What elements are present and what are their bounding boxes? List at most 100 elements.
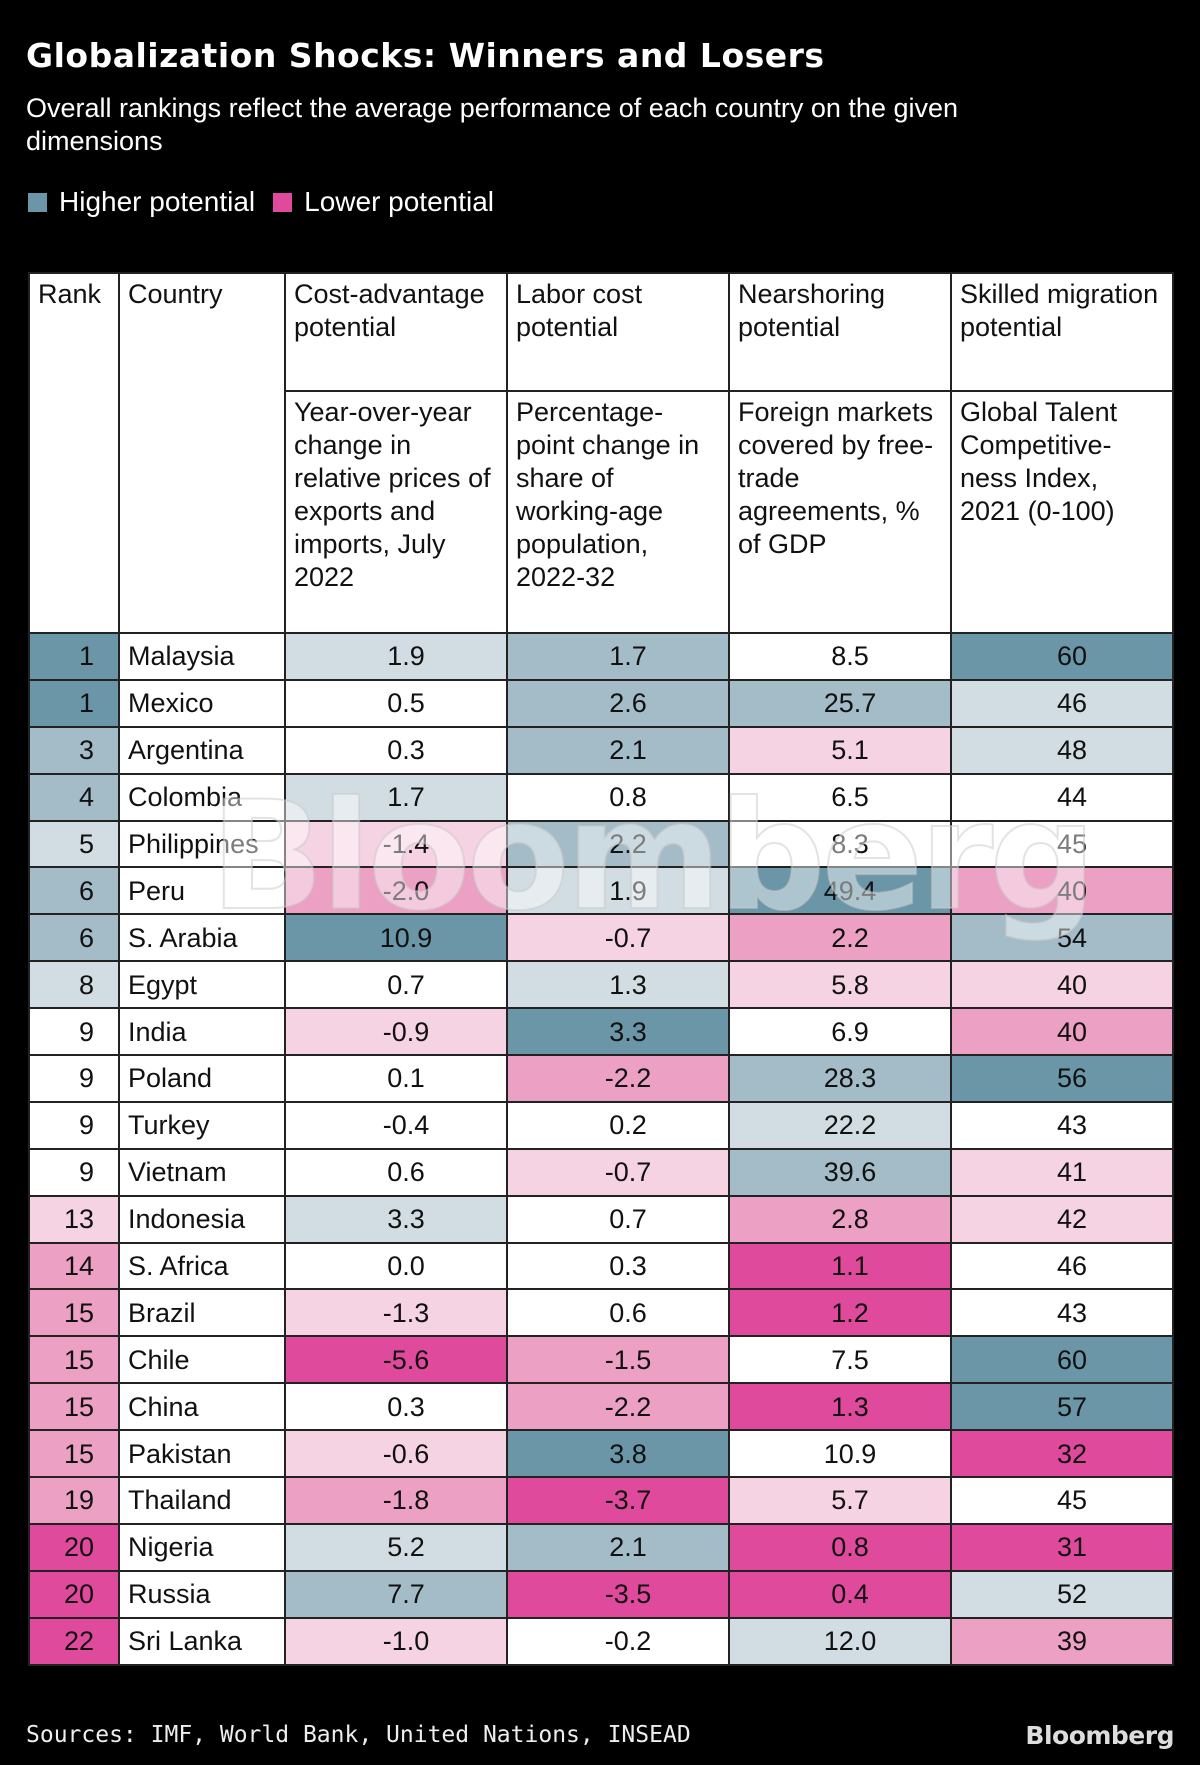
skilled-cell: 46 bbox=[950, 1241, 1174, 1291]
cost-cell: 7.7 bbox=[284, 1569, 508, 1619]
table-row: 15 China 0.3 -2.2 1.3 57 bbox=[28, 1382, 1174, 1432]
nearshoring-cell: 1.2 bbox=[728, 1288, 952, 1338]
legend: Higher potential Lower potential bbox=[28, 186, 512, 218]
country-cell: Sri Lanka bbox=[118, 1616, 286, 1666]
rank-cell: 9 bbox=[28, 1147, 120, 1197]
table-row: 20 Nigeria 5.2 2.1 0.8 31 bbox=[28, 1522, 1174, 1572]
table-row: 1 Mexico 0.5 2.6 25.7 46 bbox=[28, 678, 1174, 728]
table-row: 1 Malaysia 1.9 1.7 8.5 60 bbox=[28, 632, 1174, 681]
rank-cell: 20 bbox=[28, 1569, 120, 1619]
labor-cell: 1.7 bbox=[506, 632, 730, 681]
table-row: 19 Thailand -1.8 -3.7 5.7 45 bbox=[28, 1476, 1174, 1525]
labor-cell: -3.7 bbox=[506, 1476, 730, 1525]
nearshoring-cell: 6.9 bbox=[728, 1007, 952, 1057]
nearshoring-cell: 12.0 bbox=[728, 1616, 952, 1666]
country-cell: Pakistan bbox=[118, 1429, 286, 1479]
country-cell: Turkey bbox=[118, 1100, 286, 1150]
sources-note: Sources: IMF, World Bank, United Nations… bbox=[26, 1722, 691, 1748]
country-cell: Peru bbox=[118, 866, 286, 916]
nearshoring-cell: 5.8 bbox=[728, 960, 952, 1010]
skilled-cell: 54 bbox=[950, 913, 1174, 963]
bloomberg-logo: Bloomberg bbox=[1025, 1721, 1174, 1750]
table-row: 15 Brazil -1.3 0.6 1.2 43 bbox=[28, 1288, 1174, 1338]
skilled-cell: 46 bbox=[950, 678, 1174, 728]
nearshoring-cell: 6.5 bbox=[728, 772, 952, 822]
rank-cell: 15 bbox=[28, 1335, 120, 1385]
country-cell: Thailand bbox=[118, 1476, 286, 1525]
cost-cell: -1.3 bbox=[284, 1288, 508, 1338]
cost-cell: 0.3 bbox=[284, 725, 508, 775]
rank-cell: 8 bbox=[28, 960, 120, 1010]
labor-cell: 0.8 bbox=[506, 772, 730, 822]
labor-cell: -0.7 bbox=[506, 1147, 730, 1197]
labor-cell: 0.3 bbox=[506, 1241, 730, 1291]
country-cell: China bbox=[118, 1382, 286, 1432]
cost-cell: 1.9 bbox=[284, 632, 508, 681]
skilled-cell: 44 bbox=[950, 772, 1174, 822]
cost-cell: 10.9 bbox=[284, 913, 508, 963]
nearshoring-cell: 49.4 bbox=[728, 866, 952, 916]
nearshoring-cell: 22.2 bbox=[728, 1100, 952, 1150]
skilled-cell: 43 bbox=[950, 1100, 1174, 1150]
rank-cell: 9 bbox=[28, 1100, 120, 1150]
table-row: 5 Philippines -1.4 2.2 8.3 45 bbox=[28, 819, 1174, 869]
skilled-cell: 57 bbox=[950, 1382, 1174, 1432]
rank-cell: 3 bbox=[28, 725, 120, 775]
header-labor: Labor cost potential bbox=[506, 272, 730, 392]
labor-cell: 3.8 bbox=[506, 1429, 730, 1479]
table-row: 15 Chile -5.6 -1.5 7.5 60 bbox=[28, 1335, 1174, 1385]
labor-cell: 0.2 bbox=[506, 1100, 730, 1150]
skilled-cell: 40 bbox=[950, 1007, 1174, 1057]
skilled-cell: 60 bbox=[950, 632, 1174, 681]
chart-subtitle: Overall rankings reflect the average per… bbox=[26, 93, 959, 156]
rank-cell: 13 bbox=[28, 1194, 120, 1244]
cost-cell: -1.4 bbox=[284, 819, 508, 869]
country-cell: S. Arabia bbox=[118, 913, 286, 963]
country-cell: Mexico bbox=[118, 678, 286, 728]
country-cell: Indonesia bbox=[118, 1194, 286, 1244]
country-cell: Malaysia bbox=[118, 632, 286, 681]
subheader-nearshoring: Foreign markets covered by free-trade ag… bbox=[728, 390, 952, 634]
labor-cell: 2.6 bbox=[506, 678, 730, 728]
labor-cell: 0.7 bbox=[506, 1194, 730, 1244]
subheader-skilled: Global Talent Competitive-ness Index, 20… bbox=[950, 390, 1174, 634]
country-cell: Russia bbox=[118, 1569, 286, 1619]
rank-cell: 1 bbox=[28, 632, 120, 681]
skilled-cell: 56 bbox=[950, 1054, 1174, 1103]
nearshoring-cell: 28.3 bbox=[728, 1054, 952, 1103]
rank-cell: 15 bbox=[28, 1288, 120, 1338]
rank-cell: 20 bbox=[28, 1522, 120, 1572]
table-row: 3 Argentina 0.3 2.1 5.1 48 bbox=[28, 725, 1174, 775]
nearshoring-cell: 8.5 bbox=[728, 632, 952, 681]
table-row: 8 Egypt 0.7 1.3 5.8 40 bbox=[28, 960, 1174, 1010]
table-row: 9 India -0.9 3.3 6.9 40 bbox=[28, 1007, 1174, 1057]
cost-cell: -2.0 bbox=[284, 866, 508, 916]
nearshoring-cell: 1.1 bbox=[728, 1241, 952, 1291]
cost-cell: 3.3 bbox=[284, 1194, 508, 1244]
table-row: 6 Peru -2.0 1.9 49.4 40 bbox=[28, 866, 1174, 916]
skilled-cell: 40 bbox=[950, 960, 1174, 1010]
nearshoring-cell: 0.8 bbox=[728, 1522, 952, 1572]
skilled-cell: 41 bbox=[950, 1147, 1174, 1197]
cost-cell: 0.7 bbox=[284, 960, 508, 1010]
header-country: Country bbox=[118, 272, 286, 634]
labor-cell: -0.7 bbox=[506, 913, 730, 963]
skilled-cell: 42 bbox=[950, 1194, 1174, 1244]
country-cell: Colombia bbox=[118, 772, 286, 822]
skilled-cell: 39 bbox=[950, 1616, 1174, 1666]
country-cell: Nigeria bbox=[118, 1522, 286, 1572]
nearshoring-cell: 2.8 bbox=[728, 1194, 952, 1244]
skilled-cell: 45 bbox=[950, 819, 1174, 869]
nearshoring-cell: 8.3 bbox=[728, 819, 952, 869]
skilled-cell: 43 bbox=[950, 1288, 1174, 1338]
header-skilled: Skilled migration potential bbox=[950, 272, 1174, 392]
rank-cell: 9 bbox=[28, 1054, 120, 1103]
cost-cell: 5.2 bbox=[284, 1522, 508, 1572]
cost-cell: -1.0 bbox=[284, 1616, 508, 1666]
country-cell: Vietnam bbox=[118, 1147, 286, 1197]
cost-cell: -0.6 bbox=[284, 1429, 508, 1479]
labor-cell: 2.2 bbox=[506, 819, 730, 869]
cost-cell: 0.1 bbox=[284, 1054, 508, 1103]
rankings-table: Rank Country Cost-advantage potential La… bbox=[28, 272, 1174, 1666]
nearshoring-cell: 5.7 bbox=[728, 1476, 952, 1525]
